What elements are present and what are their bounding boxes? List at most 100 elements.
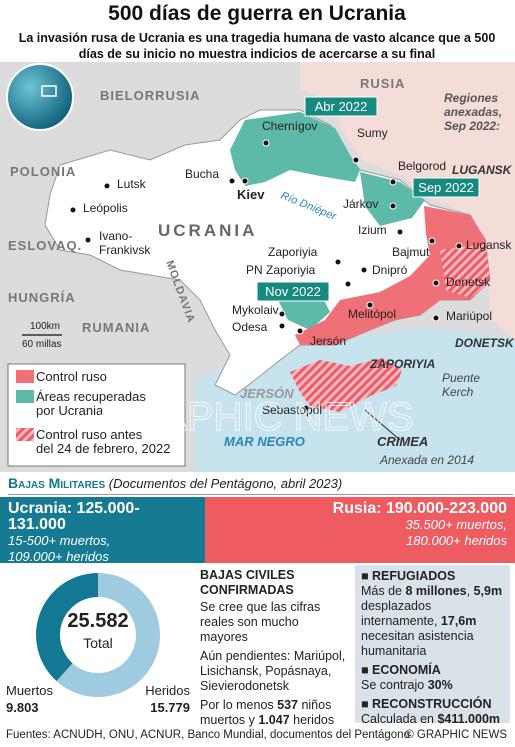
detail: 109.000+ heridos <box>8 549 109 564</box>
map-label: Jersón <box>310 334 346 348</box>
city-dot <box>352 156 360 164</box>
city-dot <box>302 404 310 412</box>
city-dot <box>432 279 440 287</box>
city-dot <box>360 266 368 274</box>
city-dot <box>428 237 436 245</box>
text-segment: Por lo menos <box>200 698 278 712</box>
text-segment: necesitan asistencia humanitaria <box>361 629 474 658</box>
total-label: Total <box>83 635 113 651</box>
civ-title: CONFIRMADAS <box>200 583 294 597</box>
label-line: Control ruso antes <box>36 427 143 442</box>
map-label: Ivano-Frankivsk <box>99 229 151 257</box>
map-label: HUNGRÍA <box>8 290 76 305</box>
text-segment: 8 millones <box>405 584 467 598</box>
city-dot <box>389 178 397 186</box>
slice-value: 15.779 <box>150 700 190 715</box>
label: Rusia: <box>332 500 382 517</box>
date-label: Nov 2022 <box>265 284 321 299</box>
map-label: PN Zaporiyia <box>246 263 316 277</box>
map-label: Áreas recuperadas por Ucrania <box>36 389 146 418</box>
city-dot <box>278 322 286 330</box>
map-label: UCRANIA <box>158 221 257 240</box>
text-segment: 30% <box>427 678 453 692</box>
city-dot <box>69 206 77 214</box>
city-dot <box>396 228 404 236</box>
detail: 15-500+ muertos, <box>8 533 111 548</box>
globe <box>6 63 74 131</box>
donut-chart: 25.582 Total Muertos 9.803 Heridos 15.779 <box>6 573 190 715</box>
city-dot <box>334 258 342 266</box>
map-label: CRIMEA <box>377 434 428 449</box>
text-segment: Más de <box>361 584 406 598</box>
text-segment: Se contrajo <box>361 678 428 692</box>
civ-children: Por lo menos 537 niños muertos y 1.047 h… <box>200 698 350 728</box>
legend-box <box>7 363 186 467</box>
text-segment: $411.000m <box>437 712 501 726</box>
city-dot <box>389 202 397 210</box>
date-box <box>412 177 480 198</box>
legend-swatch <box>16 390 34 403</box>
label-line: Áreas recuperadas <box>36 389 146 404</box>
title: 500 días de guerra en Ucrania <box>108 2 406 25</box>
city-dot <box>366 301 374 309</box>
donut-slice <box>36 573 98 682</box>
map-label: Melitópol <box>348 307 396 321</box>
map-label: Sebastopol <box>262 403 322 417</box>
footer-credit: © GRAPHIC NEWS <box>405 729 507 741</box>
map-label: Bucha <box>185 167 219 181</box>
city-dot <box>228 177 236 185</box>
civilians: BAJAS CIVILES CONFIRMADAS Se cree que las… <box>200 568 350 728</box>
label-line: del 24 de febrero, 2022 <box>36 441 170 456</box>
map-label: ESLOVAQ. <box>8 238 82 253</box>
globe-marker <box>41 85 57 97</box>
city-dot <box>84 236 92 244</box>
russia-area <box>300 62 515 340</box>
map-label: Mykolaiv <box>232 303 279 317</box>
label-line: Frankivsk <box>99 243 151 257</box>
panel-title: REFUGIADOS <box>372 569 456 583</box>
label-line: Regiones <box>444 91 498 105</box>
city-dot <box>344 280 352 288</box>
crimea-pointer <box>364 409 401 441</box>
city-dot <box>296 327 304 335</box>
label-line: Kerch <box>442 385 474 399</box>
slice-value: 9.803 <box>6 700 39 715</box>
date-label: Sep 2022 <box>418 180 474 195</box>
map-label: BIELORRUSIA <box>100 88 201 103</box>
label-line: Puente <box>442 371 480 385</box>
side-panel: ■ REFUGIADOS Más de 8 millones, 5,9m des… <box>355 565 510 726</box>
map-label: Bajmut <box>392 245 430 259</box>
legend-swatch <box>16 370 34 383</box>
range: 190.000-223.000 <box>386 500 507 517</box>
map-label: MAR NEGRO <box>224 434 305 449</box>
label-line: Sep 2022: <box>444 119 500 133</box>
russia-box: Rusia: 190.000-223.000 35.500+ muertos, … <box>205 497 515 563</box>
map-label: Anexada en 2014 <box>379 453 474 467</box>
map-label: Odesa <box>232 320 268 334</box>
map-label: Belgorod <box>398 159 446 173</box>
map-label: Kiev <box>237 187 265 202</box>
text-segment: heridos <box>289 713 335 727</box>
map-label: Chernígov <box>262 119 317 133</box>
map-label: Leópolis <box>83 201 128 215</box>
label-line: Ivano- <box>99 229 132 243</box>
city-dot <box>432 314 440 322</box>
crimea-area <box>290 358 402 412</box>
map: 500 días de guerra en Ucrania La invasió… <box>0 2 515 472</box>
recovered-north <box>230 112 360 186</box>
range: 125.000-131.000 <box>8 500 140 533</box>
total-value: 25.582 <box>67 610 128 632</box>
map-label: Lugansk <box>466 238 512 252</box>
map-label: Regiones anexadas, Sep 2022: <box>444 91 502 133</box>
city-dot <box>278 310 286 318</box>
military-header: Bajas Militares (Documentos del Pentágon… <box>8 475 513 495</box>
map-label: Puente Kerch <box>442 371 480 399</box>
text-segment: , <box>466 584 474 598</box>
label-line: anexadas, <box>444 105 502 119</box>
text-segment: niños muertos y <box>200 698 332 727</box>
city-dot <box>262 139 270 147</box>
map-label: Donetsk <box>446 275 491 289</box>
text-segment: 5,9m <box>473 584 503 598</box>
map-label: Control ruso <box>36 369 107 384</box>
